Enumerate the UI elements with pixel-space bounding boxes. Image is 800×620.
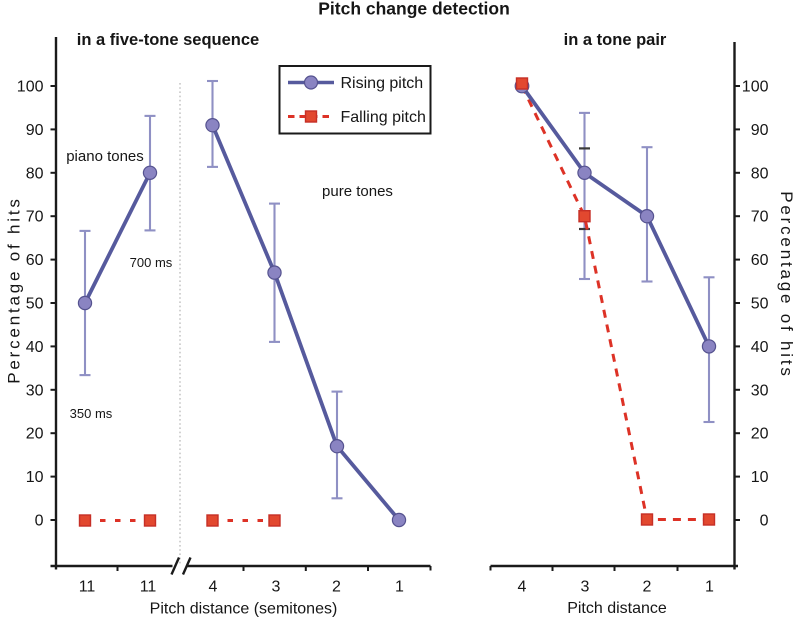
- svg-text:30: 30: [26, 382, 44, 399]
- svg-text:90: 90: [26, 122, 44, 139]
- svg-text:90: 90: [751, 122, 769, 139]
- svg-text:in a five-tone sequence: in a five-tone sequence: [77, 31, 259, 49]
- svg-text:2: 2: [332, 579, 341, 596]
- svg-text:40: 40: [751, 339, 769, 356]
- svg-text:2: 2: [643, 579, 652, 596]
- svg-text:piano tones: piano tones: [66, 148, 144, 165]
- svg-text:11: 11: [79, 579, 96, 596]
- svg-text:60: 60: [751, 252, 769, 269]
- svg-text:70: 70: [751, 209, 769, 226]
- svg-text:10: 10: [26, 469, 44, 486]
- svg-text:20: 20: [751, 426, 769, 443]
- svg-text:Pitch change detection: Pitch change detection: [318, 0, 510, 19]
- svg-text:3: 3: [272, 579, 281, 596]
- svg-text:1: 1: [395, 579, 404, 596]
- svg-text:Pitch distance: Pitch distance: [567, 600, 667, 617]
- svg-text:350 ms: 350 ms: [70, 406, 113, 421]
- svg-text:11: 11: [140, 579, 157, 596]
- svg-text:50: 50: [751, 296, 769, 313]
- svg-text:Percentage of hits: Percentage of hits: [5, 196, 24, 383]
- svg-text:80: 80: [751, 165, 769, 182]
- svg-text:70: 70: [26, 209, 44, 226]
- svg-text:60: 60: [26, 252, 44, 269]
- svg-text:50: 50: [26, 296, 44, 313]
- svg-text:Rising pitch: Rising pitch: [341, 75, 424, 92]
- svg-text:Percentage of hits: Percentage of hits: [777, 191, 796, 378]
- svg-text:4: 4: [518, 579, 527, 596]
- svg-text:20: 20: [26, 426, 44, 443]
- svg-text:0: 0: [760, 513, 769, 530]
- svg-text:100: 100: [17, 79, 44, 96]
- svg-text:100: 100: [742, 79, 769, 96]
- svg-text:Falling pitch: Falling pitch: [341, 109, 426, 126]
- svg-text:30: 30: [751, 382, 769, 399]
- svg-text:1: 1: [705, 579, 714, 596]
- svg-text:in a tone pair: in a tone pair: [564, 31, 667, 49]
- svg-text:80: 80: [26, 165, 44, 182]
- svg-text:0: 0: [35, 513, 44, 530]
- svg-text:4: 4: [209, 579, 218, 596]
- svg-text:10: 10: [751, 469, 769, 486]
- svg-text:Pitch distance (semitones): Pitch distance (semitones): [150, 601, 338, 618]
- svg-text:pure tones: pure tones: [322, 183, 393, 200]
- svg-text:700 ms: 700 ms: [130, 255, 173, 270]
- svg-text:40: 40: [26, 339, 44, 356]
- svg-text:3: 3: [581, 579, 590, 596]
